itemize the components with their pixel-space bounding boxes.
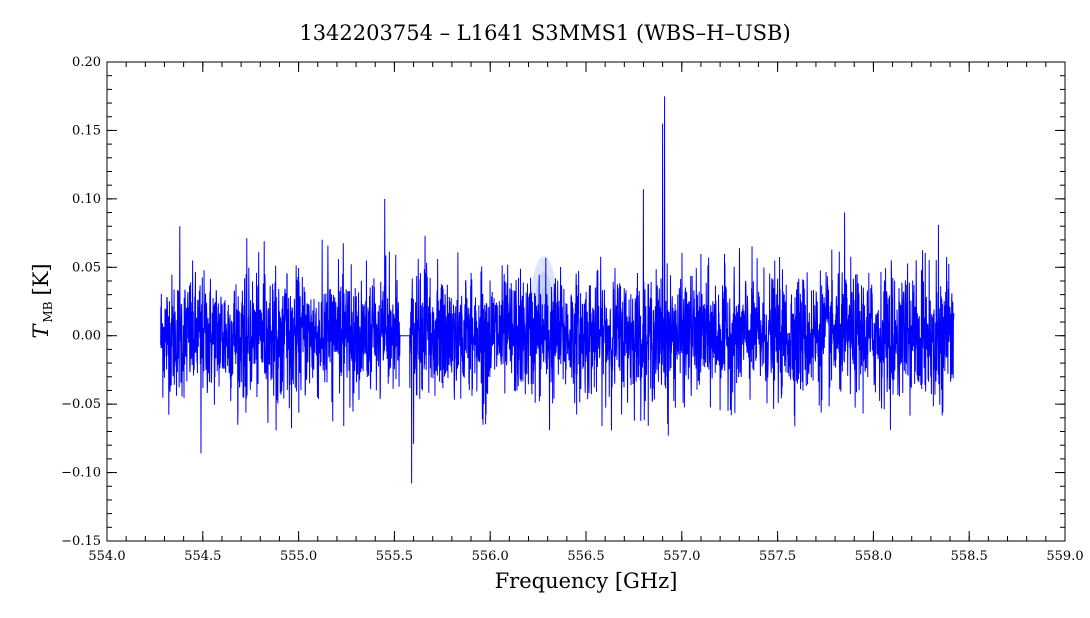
x-tick-label: 556.5 (567, 549, 604, 564)
spectrum-line (160, 96, 955, 484)
x-tick-label: 559.0 (1046, 549, 1083, 564)
y-axis-label: TMB [K] (29, 263, 55, 338)
y-tick-label: 0.05 (72, 260, 101, 275)
y-tick-label: 0.15 (72, 123, 101, 138)
y-tick-label: −0.05 (61, 397, 101, 412)
plot-area: 554.0 554.5 555.0 555.5 556.0 556.5 557.0 557.5… (61, 55, 1083, 564)
x-tick-label: 555.5 (376, 549, 413, 564)
y-tick-label: 0.00 (72, 329, 101, 344)
series-layer (160, 96, 955, 484)
y-axis-label-subscript: MB (41, 301, 55, 322)
y-tick-label: −0.10 (61, 466, 101, 481)
x-tick-label: 557.0 (663, 549, 700, 564)
x-tick-label: 554.0 (88, 549, 125, 564)
y-axis-label-symbol: T (29, 323, 53, 339)
y-tick-label: 0.20 (72, 55, 101, 70)
x-tick-label: 557.5 (759, 549, 796, 564)
x-tick-label: 558.0 (855, 549, 892, 564)
chart-title: 1342203754 – L1641 S3MMS1 (WBS–H–USB) (299, 21, 790, 45)
y-tick-label: 0.10 (72, 192, 101, 207)
y-axis-label-unit: [K] (29, 263, 53, 295)
x-axis-ticks: 554.0 554.5 555.0 555.5 556.0 556.5 557.0 557.5… (88, 62, 1084, 564)
x-tick-label: 555.0 (280, 549, 317, 564)
y-axis-ticks: −0.15 −0.10 −0.05 0.00 0.05 0.10 0.15 0.20 (61, 55, 1065, 549)
y-tick-label: −0.15 (61, 534, 101, 549)
x-tick-label: 556.0 (472, 549, 509, 564)
x-tick-label: 558.5 (951, 549, 988, 564)
x-tick-label: 554.5 (184, 549, 221, 564)
x-axis-label: Frequency [GHz] (495, 569, 678, 593)
